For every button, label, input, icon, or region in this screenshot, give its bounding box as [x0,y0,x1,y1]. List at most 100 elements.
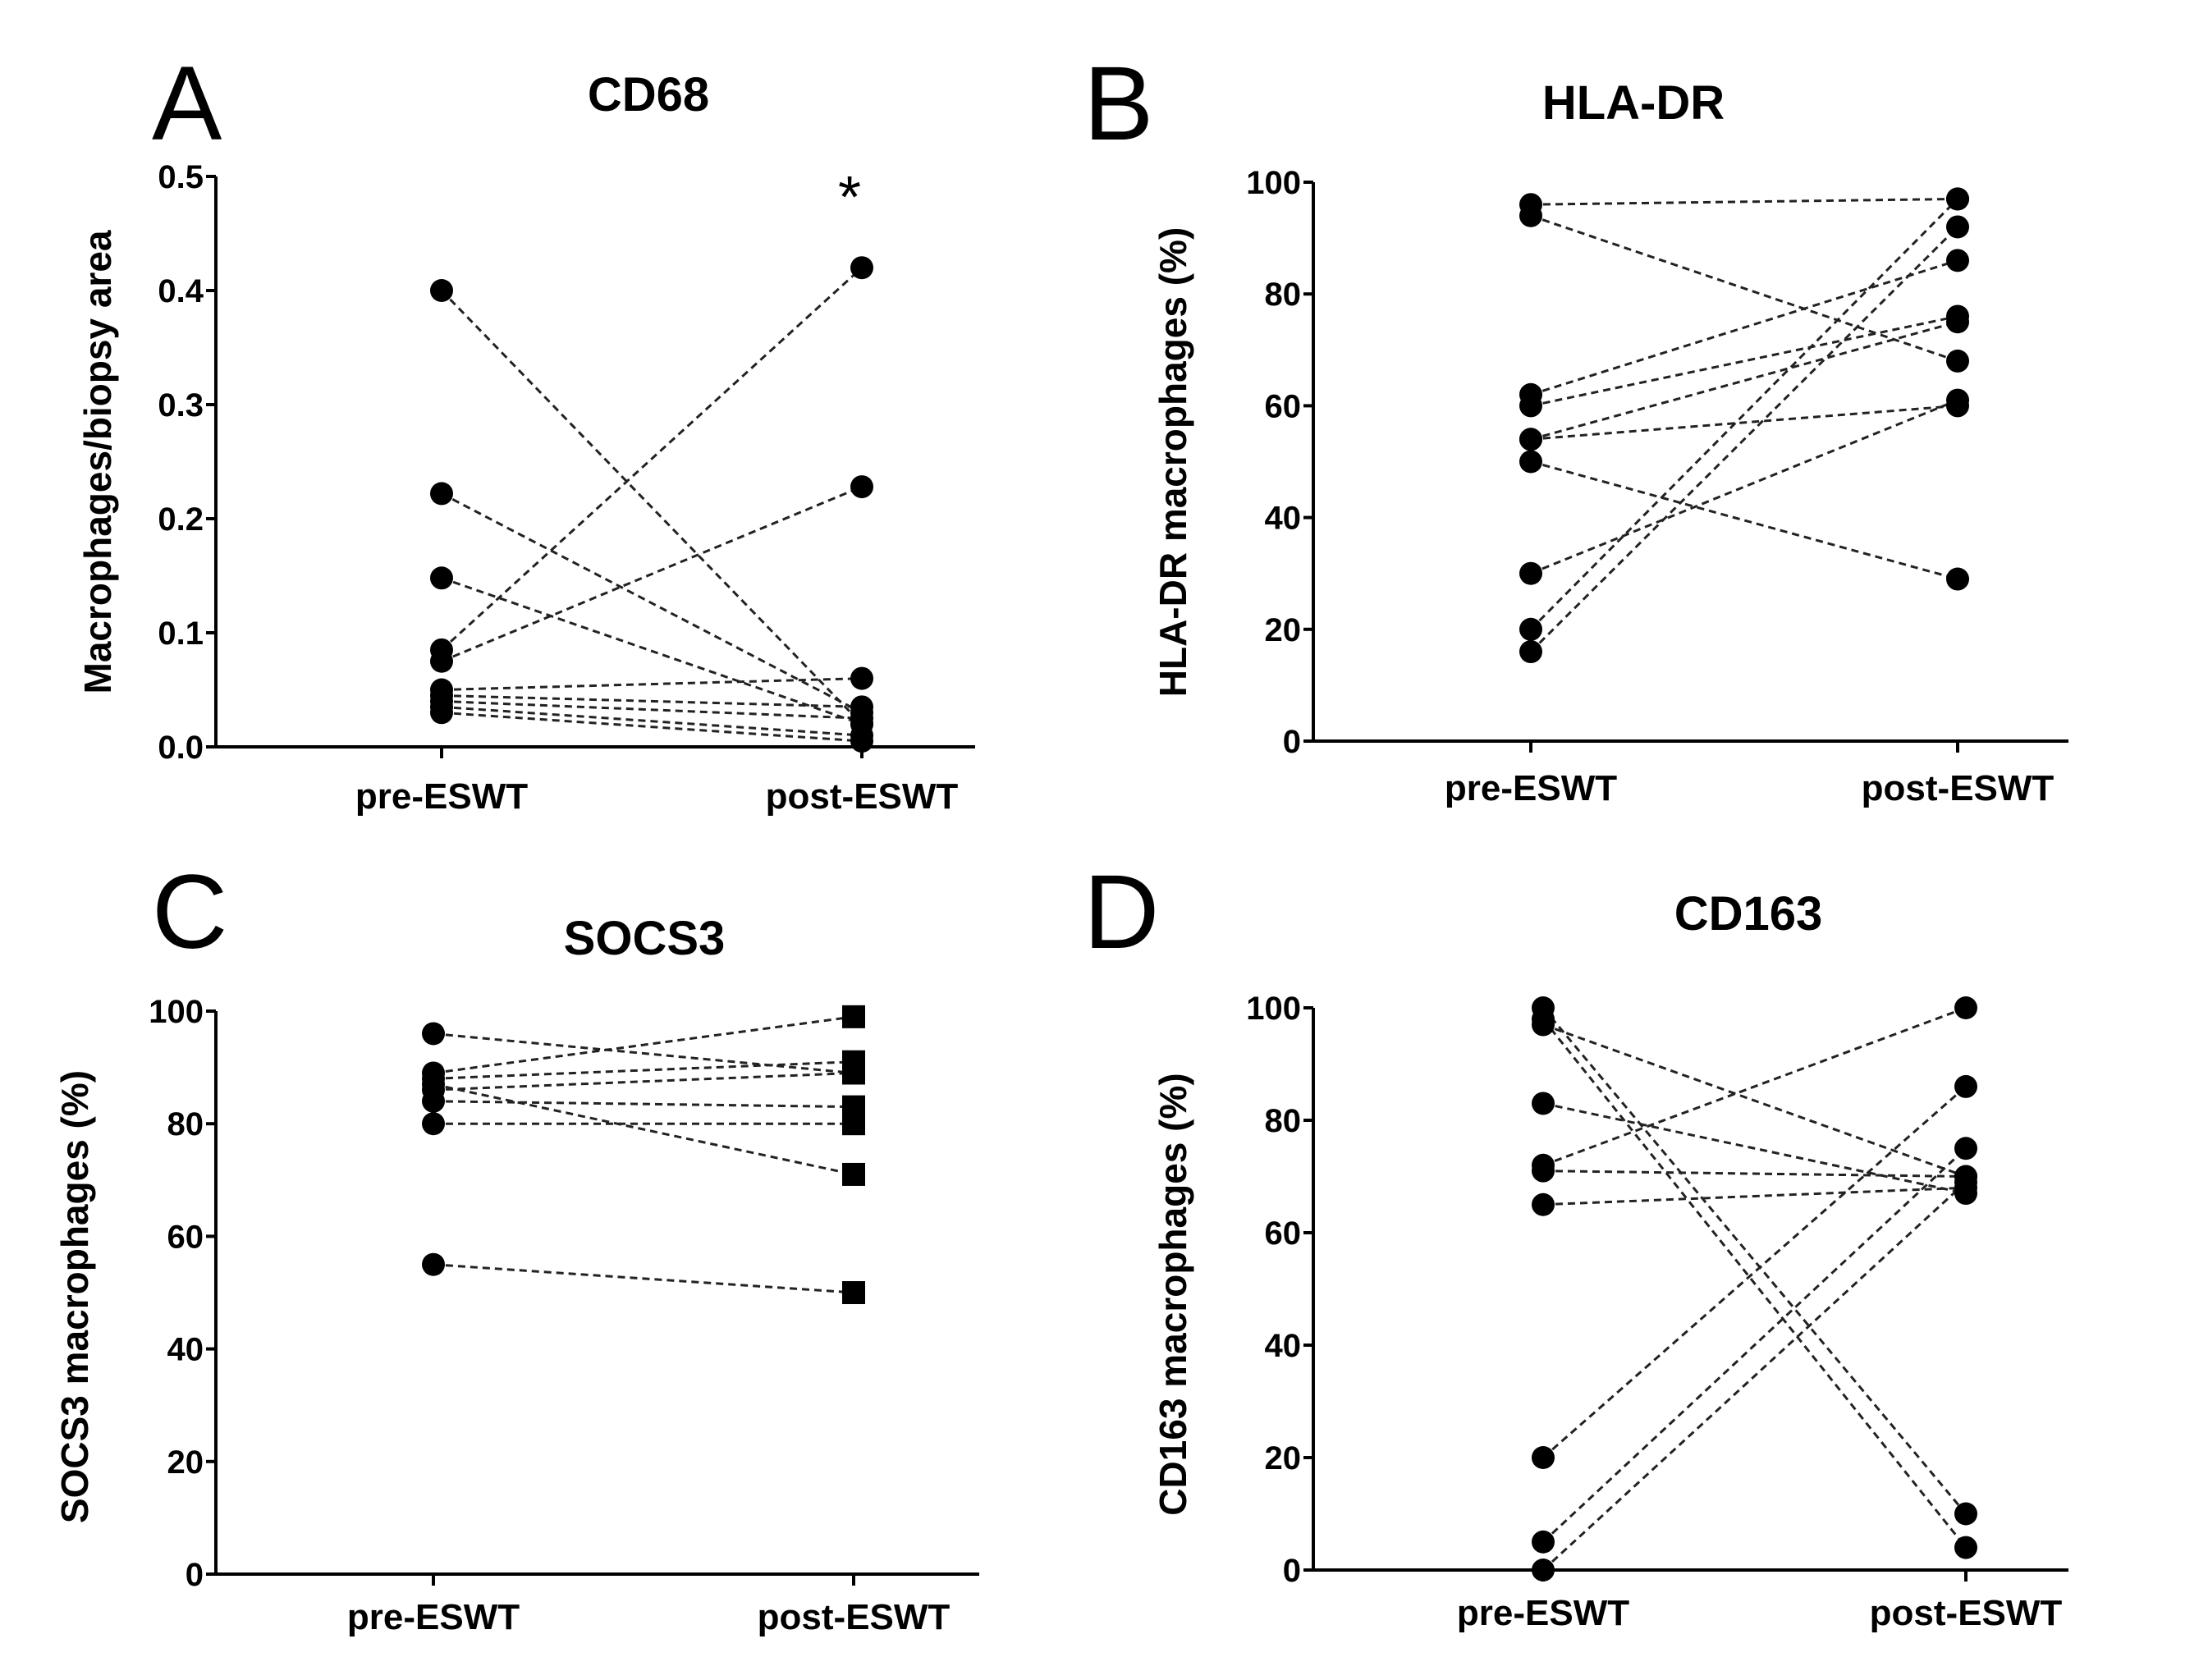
paired-line-a [441,699,863,720]
x-category-label-a: pre-ESWT [355,776,528,817]
post-point-c [842,1112,865,1136]
significance-asterisk-a: * [838,165,861,231]
paired-line-b [1530,259,1958,396]
y-tick-label-a: 0.2 [158,501,204,538]
post-point-c [842,1005,865,1028]
pre-point-b [1519,394,1542,418]
pre-point-c [422,1112,445,1136]
paired-line-c [433,1100,854,1109]
pre-point-d [1532,1013,1555,1037]
y-tick-label-d: 100 [1246,991,1301,1027]
y-tick-label-a: 0.4 [158,273,204,309]
paired-line-d [1541,1018,1968,1549]
paired-line-c [433,1071,854,1092]
paired-line-b [1530,197,1958,206]
paired-line-a [441,694,863,708]
post-point-c [842,1162,865,1186]
post-point-b [1946,310,1969,334]
paired-line-b [1529,198,1959,630]
y-tick-label-c: 40 [167,1332,204,1368]
paired-line-a [440,267,864,651]
y-tick-label-b: 100 [1246,165,1301,201]
paired-line-b [1530,214,1958,363]
post-point-a [850,256,873,280]
y-tick-label-c: 0 [186,1557,204,1593]
paired-line-b [1529,226,1959,653]
x-category-label-a: post-ESWT [766,776,959,817]
pre-point-c [422,1073,445,1096]
panel-d: D CD163 CD163 macrophages (%) 0 20 40 60 80 1… [1083,854,2068,1633]
paired-line-d [1541,1181,1968,1572]
x-category-label-c: pre-ESWT [347,1597,520,1637]
pre-point-b [1519,561,1542,585]
pre-point-d [1532,1159,1555,1183]
panel-letter-a: A [152,45,222,163]
post-point-a [850,707,873,730]
y-axis-label-c: SOCS3 macrophages (%) [53,1070,96,1523]
pre-point-a [430,701,453,725]
paired-line-c [433,1060,854,1080]
pre-point-b [1519,204,1542,227]
pre-point-b [1519,617,1542,641]
post-point-c [842,1061,865,1085]
paired-line-d [1542,1006,1967,1167]
pre-point-a [430,279,453,302]
y-tick-label-d: 0 [1283,1553,1301,1589]
pre-point-a [430,566,453,590]
post-point-b [1946,349,1969,373]
paired-line-d [1541,1147,1968,1543]
y-axis-label-d: CD163 macrophages (%) [1152,1073,1194,1515]
pre-point-c [422,1252,445,1276]
paired-line-a [441,485,863,663]
post-point-d [1954,1502,1977,1526]
x-category-label-c: post-ESWT [758,1597,951,1637]
y-tick-label-c: 100 [149,994,204,1030]
y-tick-label-d: 80 [1265,1103,1302,1139]
x-category-label-d: post-ESWT [1870,1593,2063,1633]
paired-line-a [441,711,863,743]
paired-line-c [433,1083,854,1176]
post-point-a [850,730,873,753]
x-category-label-d: pre-ESWT [1457,1593,1629,1633]
paired-line-d [1542,1101,1967,1195]
panel-c: C SOCS3 SOCS3 macrophages (%) 0 20 40 60 80 1… [53,854,979,1637]
y-tick-label-d: 40 [1265,1328,1302,1364]
post-point-d [1954,1137,1977,1160]
y-tick-label-b: 20 [1265,612,1302,648]
paired-line-a [440,289,864,726]
post-point-d [1954,996,1977,1019]
panel-a: A CD68 Macrophages/biopsy area * 0.0 0.1 0… [76,45,975,817]
chart-title-c: SOCS3 [564,912,726,965]
x-category-label-b: pre-ESWT [1445,768,1617,808]
post-point-a [850,666,873,690]
y-axis-label-a: Macrophages/biopsy area [76,230,119,694]
pre-point-c [422,1089,445,1113]
post-point-b [1946,249,1969,272]
post-point-b [1946,187,1969,211]
pre-point-a [430,482,453,506]
paired-line-d [1542,1085,1967,1459]
post-point-b [1946,388,1969,412]
y-tick-label-d: 20 [1265,1440,1302,1476]
pre-point-b [1519,640,1542,664]
paired-line-d [1542,1186,1967,1206]
pre-point-b [1519,428,1542,451]
pre-point-d [1532,1192,1555,1216]
post-point-b [1946,567,1969,591]
post-point-d [1954,1074,1977,1098]
pre-point-c [422,1022,445,1046]
y-tick-label-a: 0.0 [158,730,204,766]
y-tick-label-a: 0.3 [158,387,204,423]
pre-point-d [1532,1559,1555,1582]
paired-line-a [441,705,863,737]
paired-line-c [433,1015,854,1074]
pre-point-b [1519,450,1542,474]
panel-letter-c: C [152,854,227,971]
pre-point-d [1532,1092,1555,1115]
post-point-a [850,475,873,499]
y-tick-label-c: 20 [167,1444,204,1481]
y-tick-label-c: 80 [167,1106,204,1142]
pre-point-d [1532,1446,1555,1469]
chart-title-b: HLA-DR [1542,76,1725,130]
x-category-label-b: post-ESWT [1862,768,2055,808]
